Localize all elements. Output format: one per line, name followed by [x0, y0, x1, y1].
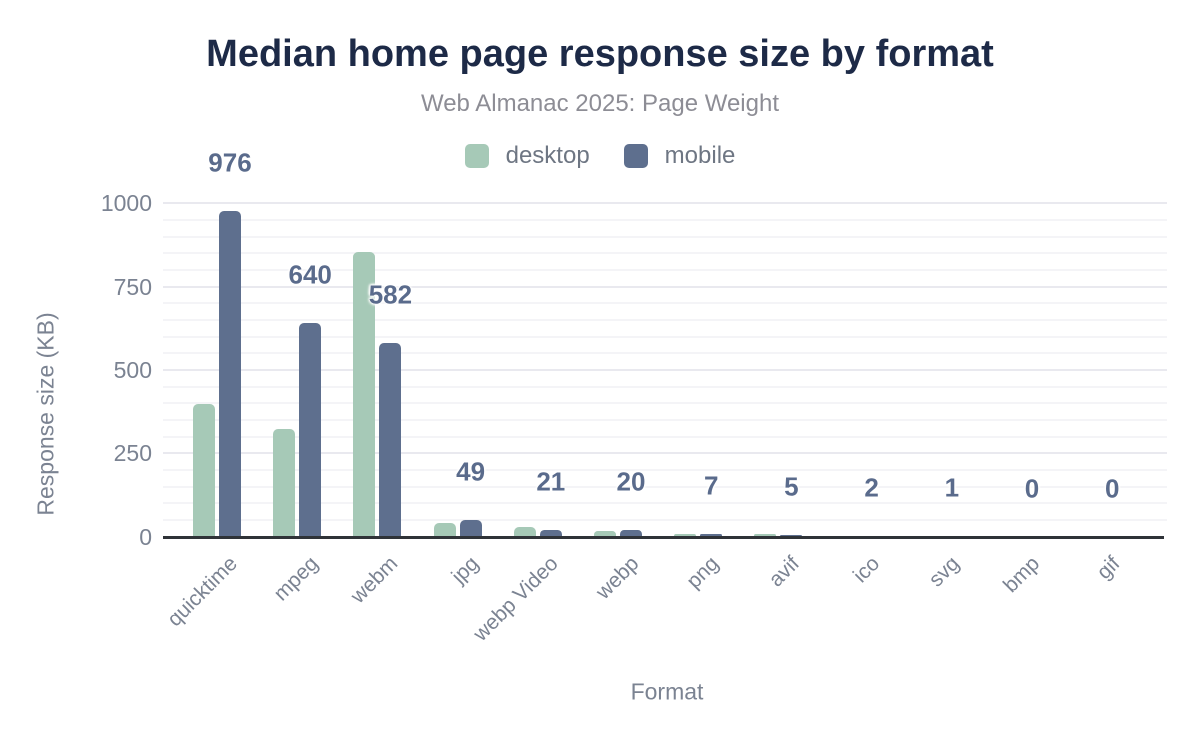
- legend-label-mobile: mobile: [664, 142, 736, 169]
- bar-desktop-quicktime: [193, 404, 215, 537]
- chart-subtitle: Web Almanac 2025: Page Weight: [420, 90, 779, 117]
- legend-item-mobile: mobile: [623, 142, 736, 170]
- x-tick-label-webm: webm: [346, 552, 403, 608]
- x-tick-label-webp: webp: [591, 552, 644, 604]
- bar-mobile-webp: [620, 530, 642, 537]
- gridline-minor: [163, 469, 1167, 472]
- data-label-jpg: 49: [456, 456, 486, 487]
- data-label-avif: 5: [784, 471, 799, 502]
- bar-desktop-png: [674, 533, 697, 537]
- gridline-major: [163, 285, 1167, 288]
- x-tick-label-ico: ico: [848, 552, 884, 588]
- x-axis-title: Format: [630, 678, 704, 705]
- gridline-minor: [163, 252, 1167, 255]
- gridline-minor: [163, 269, 1167, 271]
- bar-mobile-mpeg: [299, 323, 322, 537]
- data-label-webm: 582: [368, 279, 413, 310]
- legend-item-desktop: desktop: [464, 142, 590, 170]
- x-tick-label-jpg: jpg: [446, 552, 483, 589]
- x-tick-label-mpeg: mpeg: [269, 552, 323, 606]
- bar-desktop-webp Video: [513, 526, 536, 537]
- x-tick-label-bmp: bmp: [999, 552, 1045, 598]
- gridline-minor: [163, 385, 1167, 388]
- data-label-bmp: 0: [1024, 473, 1040, 504]
- gridline-minor: [163, 419, 1167, 422]
- data-label-svg: 1: [944, 472, 960, 503]
- legend-swatch-desktop-icon: [464, 144, 489, 168]
- gridline-minor: [163, 502, 1167, 505]
- x-tick-label-svg: svg: [924, 552, 965, 592]
- bar-mobile-jpg: [459, 520, 482, 537]
- bar-desktop-webp: [594, 530, 616, 537]
- legend-label-desktop: desktop: [505, 142, 590, 169]
- data-label-mpeg: 640: [288, 259, 332, 290]
- x-tick-label-gif: gif: [1092, 552, 1125, 584]
- data-label-quicktime: 976: [208, 147, 252, 178]
- data-label-webp: 20: [616, 466, 646, 497]
- gridline-minor: [163, 519, 1167, 522]
- bar-desktop-avif: [754, 534, 777, 537]
- chart-title: Median home page response size by format: [206, 33, 994, 75]
- x-tick-label-webp Video: webp Video: [469, 552, 564, 646]
- gridline-minor: [163, 218, 1167, 221]
- y-tick-label: 0: [139, 523, 152, 550]
- y-tick-label: 500: [113, 357, 152, 384]
- x-tick-label-quicktime: quicktime: [163, 552, 243, 631]
- gridline-minor: [163, 352, 1167, 355]
- bar-mobile-webm: [379, 342, 402, 537]
- bar-mobile-quicktime: [219, 211, 241, 537]
- data-label-webp Video: 21: [536, 466, 566, 497]
- y-axis-title: Response size (KB): [32, 312, 59, 516]
- gridline-major: [163, 202, 1167, 205]
- data-label-ico: 2: [864, 472, 879, 503]
- bar-mobile-png: [700, 534, 723, 537]
- x-tick-label-avif: avif: [764, 552, 804, 592]
- data-label-gif: 0: [1104, 473, 1120, 504]
- x-axis-line: [163, 536, 1164, 539]
- y-tick-label: 1000: [100, 190, 152, 217]
- gridline-minor: [163, 435, 1167, 438]
- gridline-minor: [163, 319, 1167, 322]
- x-tick-label-png: png: [682, 552, 724, 594]
- bar-desktop-mpeg: [273, 429, 296, 537]
- y-tick-label: 250: [113, 440, 152, 467]
- bar-desktop-jpg: [433, 523, 456, 537]
- gridline-major: [163, 452, 1167, 455]
- bar-mobile-webp Video: [539, 529, 562, 537]
- legend-swatch-mobile-icon: [623, 144, 648, 168]
- gridline-minor: [163, 402, 1167, 405]
- gridline-minor: [163, 335, 1167, 338]
- gridline-minor: [163, 485, 1167, 488]
- gridline-minor: [163, 235, 1167, 238]
- bar-desktop-webm: [353, 251, 376, 537]
- gridline-major: [163, 369, 1167, 372]
- data-label-png: 7: [703, 470, 719, 501]
- y-tick-label: 750: [113, 273, 152, 300]
- legend: desktop mobile: [0, 142, 1200, 170]
- gridline-minor: [163, 302, 1167, 305]
